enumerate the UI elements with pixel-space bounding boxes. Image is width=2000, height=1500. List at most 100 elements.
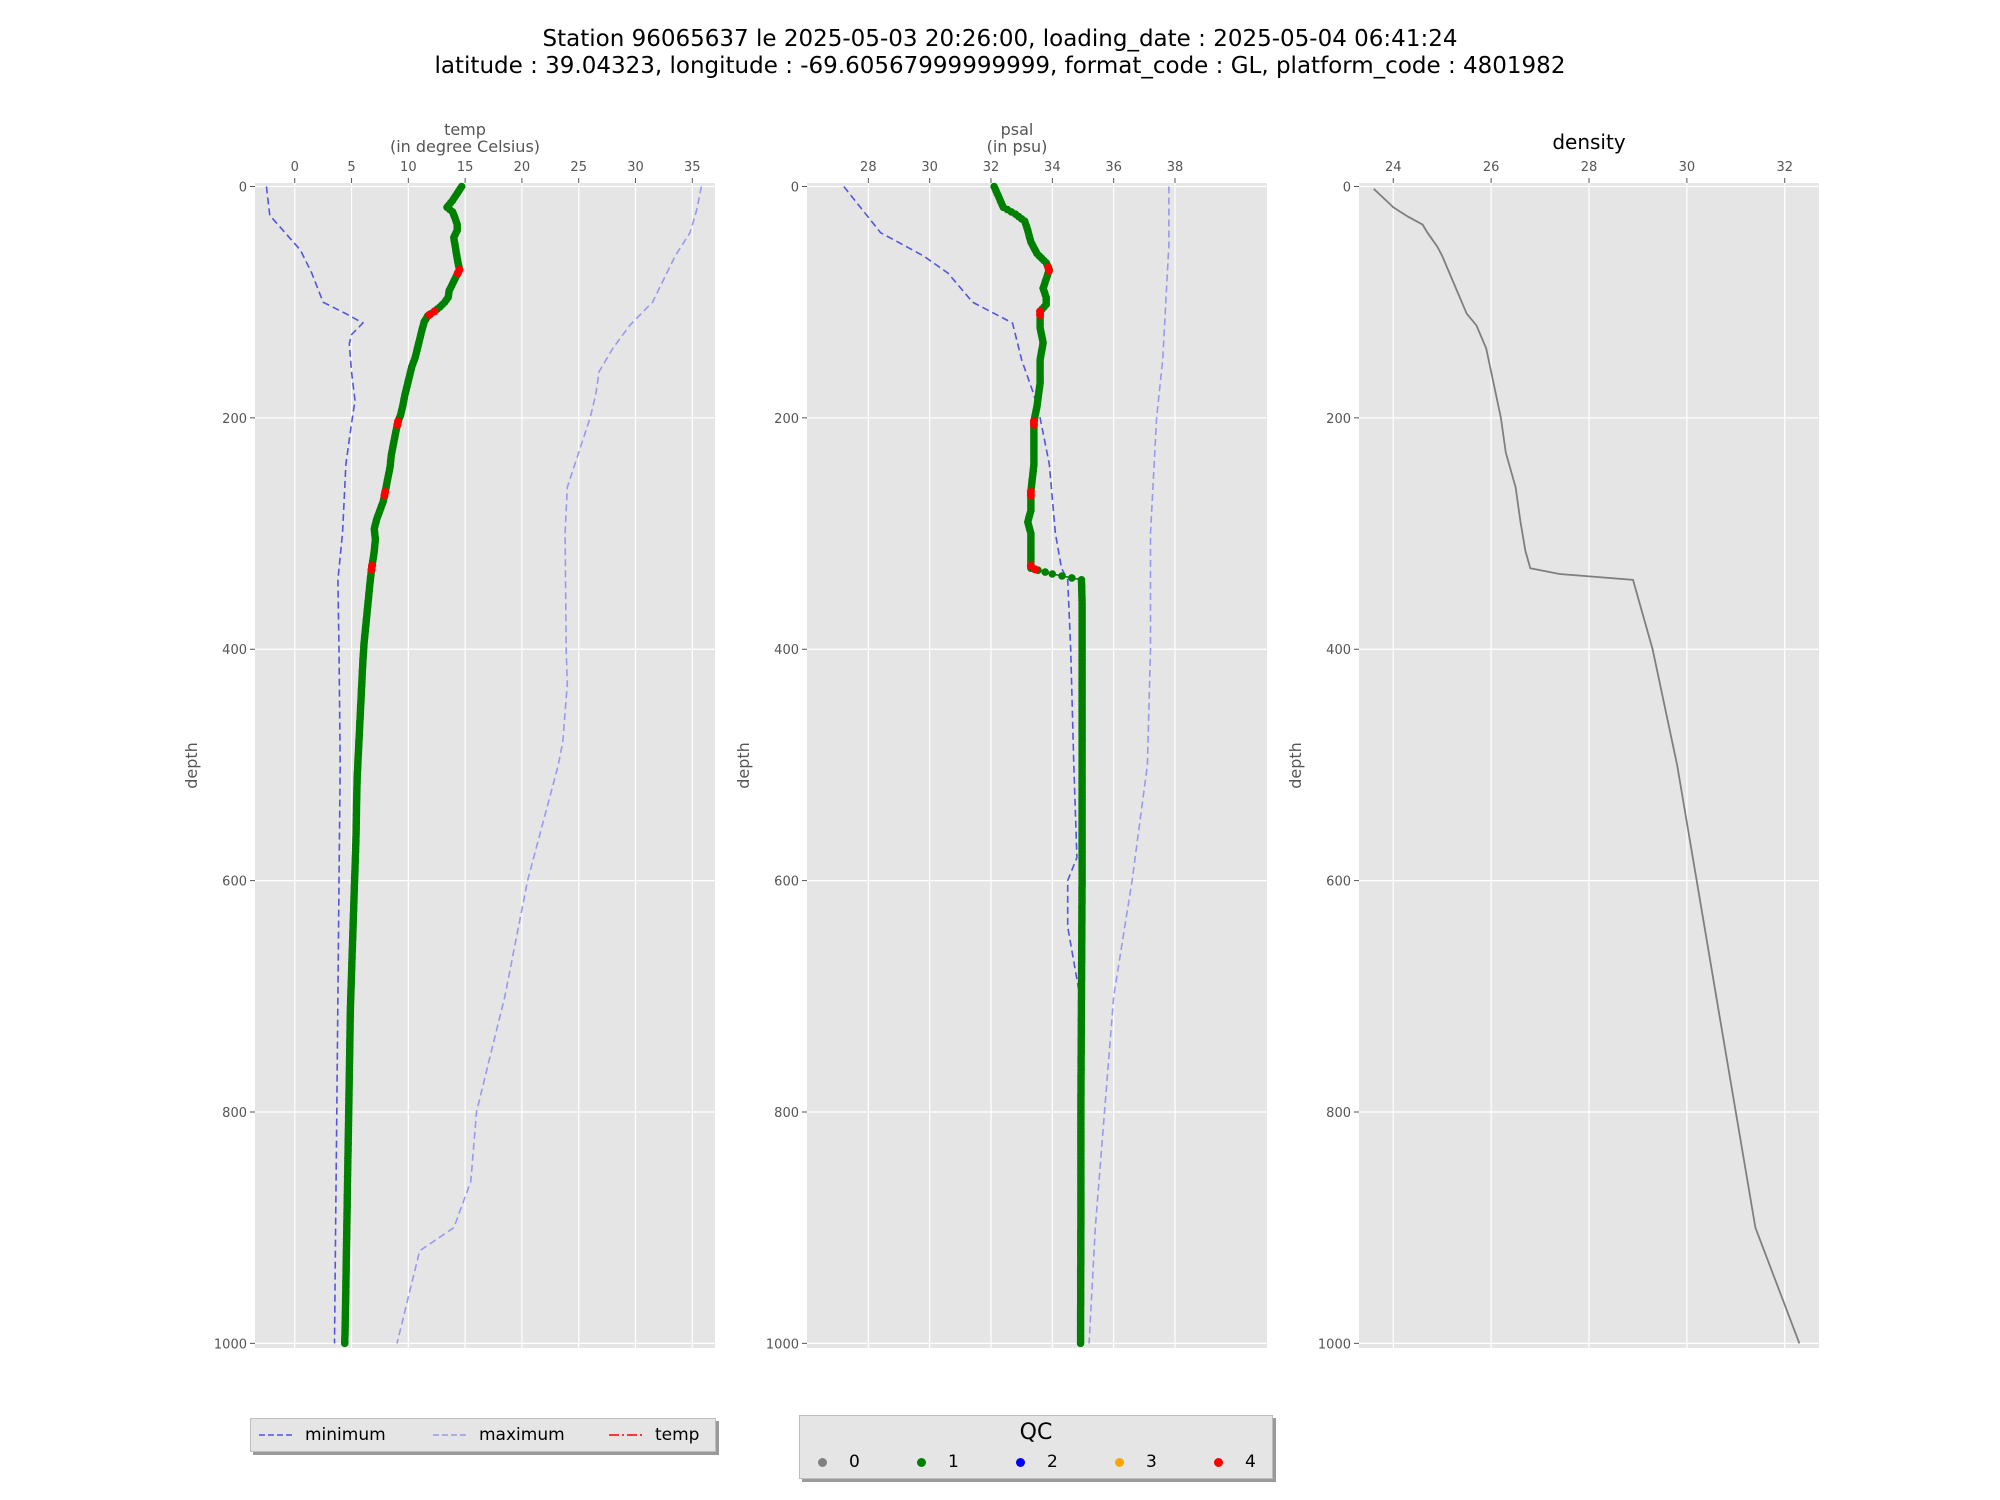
x-tick-label: 5 — [347, 160, 355, 175]
x-axis-unit: (in psu) — [987, 137, 1048, 156]
y-tick-label: 600 — [774, 875, 799, 890]
qc4-dot-icon — [1214, 1457, 1223, 1467]
legend-qc-title: QC — [1019, 1420, 1053, 1445]
legend-qc-label-4: 4 — [1245, 1452, 1256, 1472]
legend-qc-label-1: 1 — [948, 1452, 959, 1472]
legend-item-minimum: minimum — [257, 1419, 386, 1451]
x-tick-label: 30 — [627, 160, 644, 175]
panel-psal: 28 30 32 34 36 38 0 200 400 600 800 1000 depth psal(i… — [734, 120, 1267, 1352]
qc-flag-point — [1031, 565, 1040, 574]
qc-flag-point — [1044, 266, 1053, 275]
y-axis-label: depth — [1286, 742, 1305, 789]
y-tick-label: 200 — [1326, 412, 1351, 427]
legend-item-maximum: maximum — [431, 1419, 565, 1451]
x-axis-label: psal — [1001, 120, 1034, 139]
qc3-dot-icon — [1115, 1457, 1124, 1467]
legend-minimum-swatch — [259, 1434, 293, 1436]
profile-point — [1048, 570, 1057, 578]
panel-title: density — [1552, 130, 1625, 154]
profile-point — [1076, 1339, 1085, 1348]
x-axis-label: temp — [444, 120, 486, 139]
x-tick-label: 15 — [457, 160, 474, 175]
y-tick-label: 400 — [774, 643, 799, 658]
x-tick-label: 32 — [1776, 160, 1793, 175]
qc-flag-point — [1036, 310, 1045, 319]
legend-qc: QC 0 1 2 3 4 — [799, 1415, 1273, 1479]
panel-temp: 0 5 10 15 20 25 30 35 0 200 400 600 800 1000 depth temp… — [182, 120, 715, 1352]
profile-point — [340, 1339, 349, 1348]
plot-area-temp — [255, 183, 715, 1348]
legend-qc-item-4: 4 — [1214, 1451, 1256, 1473]
y-tick-label: 400 — [222, 643, 247, 658]
legend-qc-label-3: 3 — [1146, 1452, 1157, 1472]
x-tick-label: 20 — [514, 160, 531, 175]
x-tick-label: 32 — [983, 160, 1000, 175]
legend-qc-label-0: 0 — [849, 1452, 860, 1472]
x-tick-label: 10 — [400, 160, 417, 175]
legend-maximum-swatch — [433, 1434, 467, 1436]
legend-item-temp: temp — [607, 1419, 699, 1451]
x-tick-label: 34 — [1044, 160, 1061, 175]
y-tick-label: 1000 — [1318, 1337, 1351, 1352]
maximum-line — [1088, 186, 1170, 1344]
qc1-dot-icon — [917, 1457, 926, 1467]
legend-lines: minimum maximum temp — [250, 1418, 716, 1452]
legend-qc-item-3: 3 — [1115, 1451, 1157, 1473]
x-tick-label: 36 — [1105, 160, 1122, 175]
y-tick-label: 0 — [791, 180, 799, 195]
y-tick-label: 200 — [774, 412, 799, 427]
x-tick-label: 26 — [1483, 160, 1500, 175]
qc-flag-point — [1029, 420, 1038, 429]
qc-flag-point — [453, 269, 462, 278]
qc0-dot-icon — [818, 1457, 827, 1467]
y-tick-label: 600 — [222, 875, 247, 890]
x-tick-label: 38 — [1167, 160, 1184, 175]
maximum-line — [396, 186, 703, 1344]
minimum-line — [265, 186, 365, 1344]
y-tick-label: 0 — [1343, 180, 1351, 195]
y-axis-label: depth — [182, 742, 201, 789]
legend-qc-item-1: 1 — [917, 1451, 959, 1473]
legend-minimum-label: minimum — [305, 1425, 386, 1445]
minimum-line — [843, 186, 1081, 1344]
legend-qc-item-0: 0 — [818, 1451, 860, 1473]
x-tick-label: 35 — [684, 160, 701, 175]
y-tick-label: 200 — [222, 412, 247, 427]
x-tick-label: 28 — [860, 160, 877, 175]
legend-qc-item-2: 2 — [1016, 1451, 1058, 1473]
qc-flag-point — [367, 565, 376, 574]
x-tick-label: 0 — [291, 160, 299, 175]
x-tick-label: 25 — [570, 160, 587, 175]
y-axis-label: depth — [734, 742, 753, 789]
panel-density: 24 26 28 30 32 0 200 400 600 800 1000 depth density — [1286, 130, 1819, 1352]
density-line — [1373, 188, 1801, 1344]
y-tick-label: 800 — [222, 1106, 247, 1121]
y-tick-label: 0 — [239, 180, 247, 195]
legend-qc-label-2: 2 — [1047, 1452, 1058, 1472]
x-tick-label: 28 — [1581, 160, 1598, 175]
y-tick-label: 1000 — [766, 1337, 799, 1352]
x-tick-label: 24 — [1385, 160, 1402, 175]
legend-temp-label: temp — [655, 1425, 700, 1445]
chart-title-line2: latitude : 39.04323, longitude : -69.605… — [434, 53, 1566, 79]
profile-point — [1068, 574, 1076, 582]
qc-flag-point — [425, 310, 434, 319]
y-tick-label: 1000 — [214, 1337, 247, 1352]
legend-maximum-label: maximum — [479, 1425, 565, 1445]
x-axis-unit: (in degree Celsius) — [390, 137, 540, 156]
qc2-dot-icon — [1016, 1457, 1025, 1467]
qc-flag-point — [380, 491, 389, 500]
y-tick-label: 400 — [1326, 643, 1351, 658]
x-tick-label: 30 — [921, 160, 938, 175]
qc-flag-point — [393, 420, 402, 429]
y-tick-label: 600 — [1326, 875, 1351, 890]
qc-flag-point — [1026, 491, 1035, 500]
y-tick-label: 800 — [1326, 1106, 1351, 1121]
y-tick-label: 800 — [774, 1106, 799, 1121]
profile-point — [1041, 568, 1049, 576]
legend-temp-swatch — [609, 1434, 643, 1436]
profile-point — [1058, 572, 1066, 580]
chart-title-line1: Station 96065637 le 2025-05-03 20:26:00,… — [542, 26, 1458, 52]
x-tick-label: 30 — [1679, 160, 1696, 175]
